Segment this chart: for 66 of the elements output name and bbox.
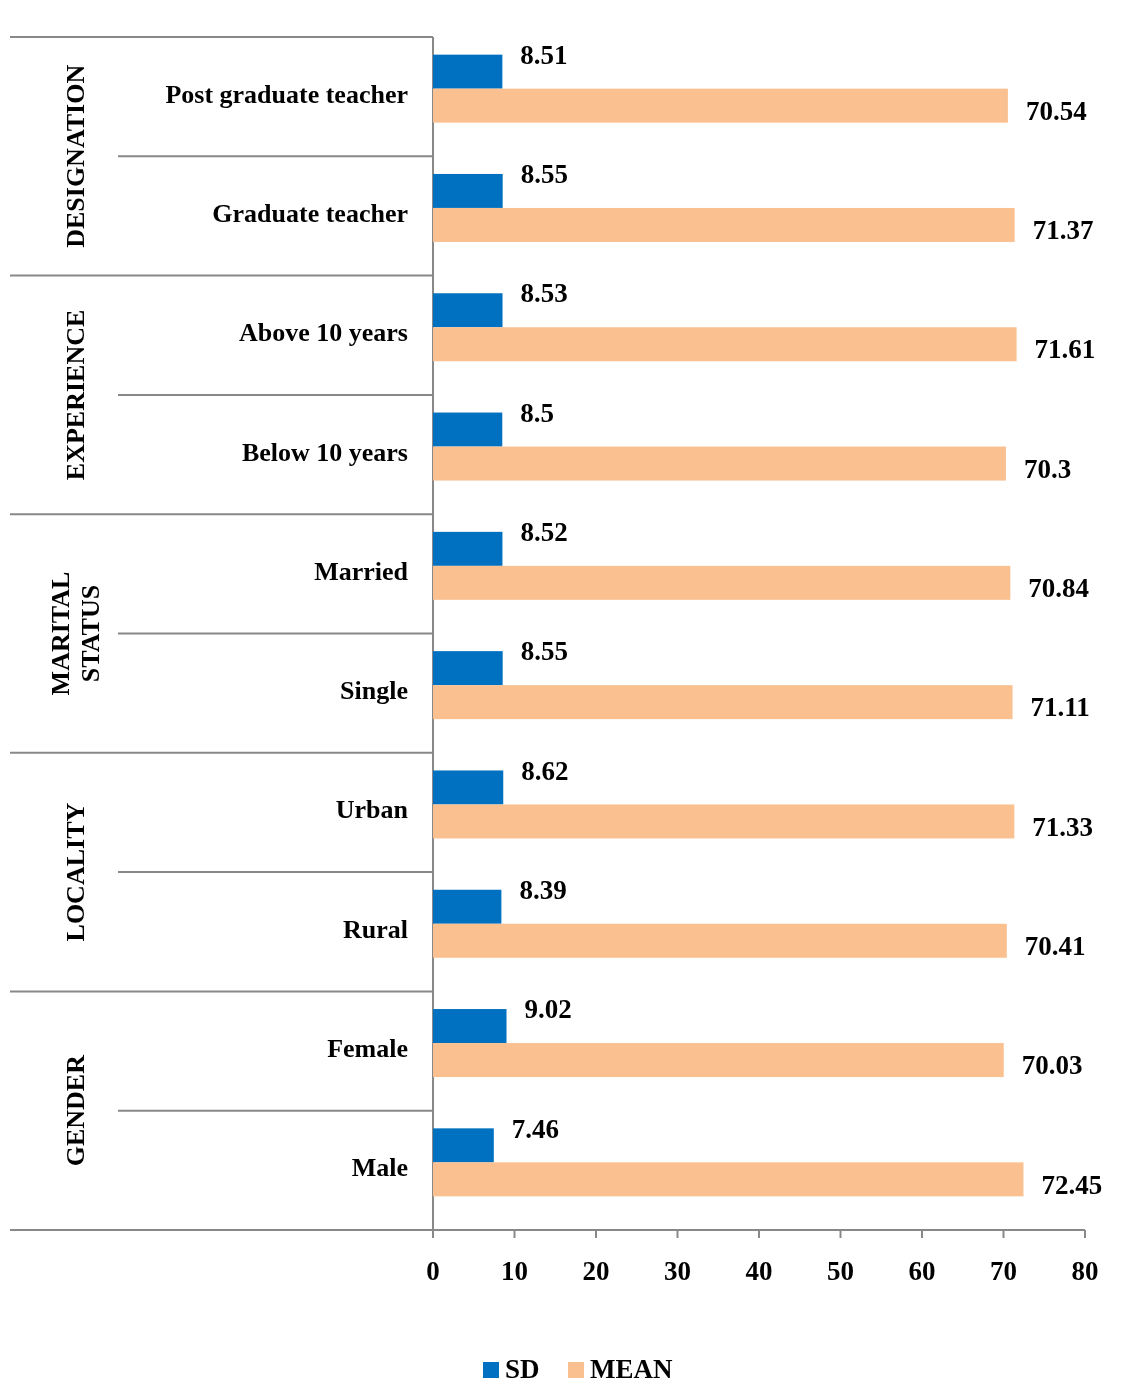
bar xyxy=(433,770,504,805)
data-label: 8.5 xyxy=(520,397,555,428)
bar xyxy=(433,531,503,566)
data-label: 8.51 xyxy=(520,39,568,70)
data-label: 71.37 xyxy=(1032,215,1094,246)
legend-label: MEAN xyxy=(590,1354,673,1384)
y-tick-label: Rural xyxy=(343,914,408,944)
data-label: 72.45 xyxy=(1041,1169,1103,1200)
data-label: 71.33 xyxy=(1032,811,1094,842)
bar xyxy=(433,565,1011,600)
data-label: 71.11 xyxy=(1030,692,1090,723)
x-tick-label: 80 xyxy=(1071,1256,1099,1286)
data-label: 70.03 xyxy=(1021,1050,1083,1081)
data-label: 70.84 xyxy=(1028,573,1090,604)
y-tick-label: Below 10 years xyxy=(241,437,408,467)
bar xyxy=(433,446,1006,481)
data-label: 8.39 xyxy=(519,874,567,905)
data-label: 8.62 xyxy=(521,755,569,786)
bar xyxy=(433,412,503,447)
y-tick-label: Above 10 years xyxy=(239,318,408,348)
text: EXPERIENCE xyxy=(61,309,90,481)
y-tick-label: Graduate teacher xyxy=(212,198,408,228)
bar xyxy=(433,88,1008,123)
bar xyxy=(433,327,1017,362)
bar xyxy=(433,804,1015,839)
bar xyxy=(433,685,1013,720)
x-tick-label: 10 xyxy=(501,1256,528,1286)
bar xyxy=(433,651,503,686)
data-label: 8.53 xyxy=(520,278,568,309)
x-tick-label: 70 xyxy=(990,1256,1017,1286)
data-label: 8.55 xyxy=(520,159,568,190)
data-label: 8.52 xyxy=(520,517,568,548)
bar xyxy=(433,1162,1024,1197)
bar xyxy=(433,173,503,208)
y-tick-label: Single xyxy=(340,676,408,706)
data-label: 70.3 xyxy=(1023,453,1072,484)
x-tick-label: 20 xyxy=(582,1256,610,1286)
x-tick-label: 0 xyxy=(426,1256,440,1286)
y-tick-label: Female xyxy=(327,1034,408,1064)
data-label: 71.61 xyxy=(1034,334,1096,365)
bar xyxy=(433,1009,507,1044)
text: DESIGNATION xyxy=(61,64,90,248)
text: GENDER xyxy=(61,1054,90,1167)
data-label: 70.41 xyxy=(1024,930,1086,961)
y-tick-label: Urban xyxy=(335,795,409,825)
text: MARITAL STATUS xyxy=(46,571,105,696)
x-tick-label: 60 xyxy=(908,1256,936,1286)
data-label: 9.02 xyxy=(524,994,572,1025)
data-label: 70.54 xyxy=(1025,95,1087,126)
x-tick-label: 40 xyxy=(745,1256,773,1286)
bar xyxy=(433,1128,494,1163)
x-tick-label: 50 xyxy=(827,1256,854,1286)
bar xyxy=(433,1043,1004,1078)
bar xyxy=(433,889,502,924)
y-tick-label: Married xyxy=(314,556,409,586)
bar xyxy=(433,923,1007,958)
data-label: 7.46 xyxy=(511,1113,560,1144)
bar xyxy=(433,54,503,89)
bar xyxy=(433,207,1015,242)
y-tick-label: Male xyxy=(351,1153,408,1183)
x-tick-label: 30 xyxy=(664,1256,691,1286)
text: LOCALITY xyxy=(61,802,90,942)
data-label: 8.55 xyxy=(520,636,568,667)
bar xyxy=(433,293,503,328)
y-tick-label: Post graduate teacher xyxy=(165,79,408,109)
legend-label: SD xyxy=(505,1354,540,1384)
